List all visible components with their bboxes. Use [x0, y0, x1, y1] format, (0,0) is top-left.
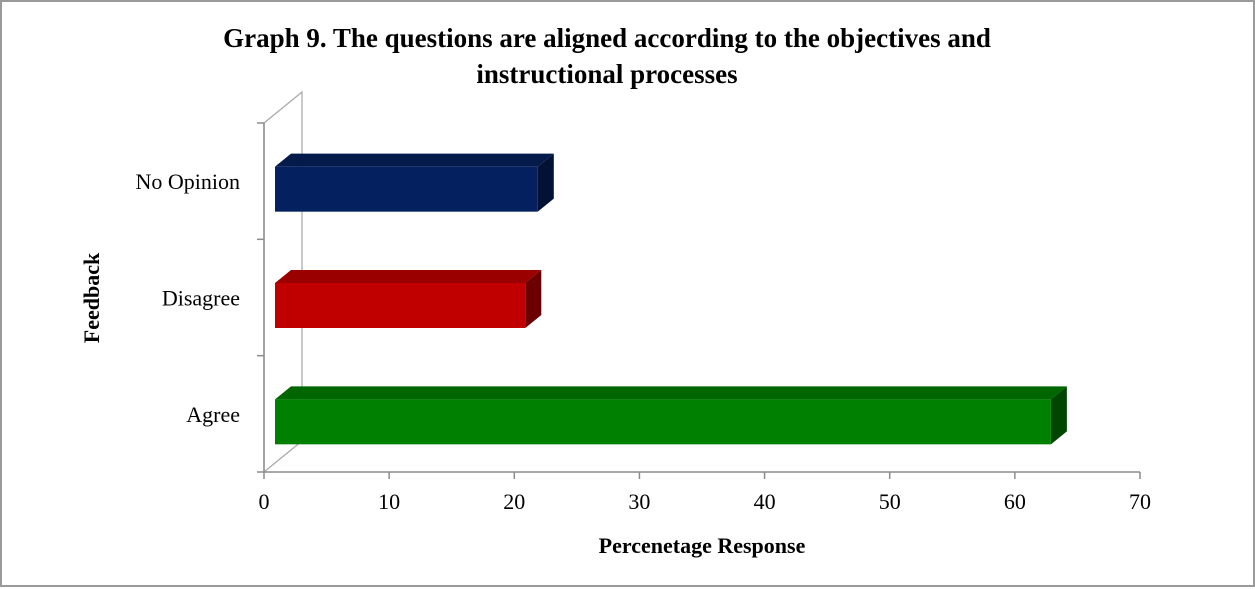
x-tick-label: 30 — [628, 489, 650, 514]
bar-top-face — [275, 153, 554, 167]
bar-no-opinion — [275, 153, 554, 212]
x-tick-label: 50 — [879, 489, 901, 514]
y-tick-label: Agree — [186, 402, 240, 427]
bar-top-face — [275, 386, 1067, 400]
bar-front-face — [275, 166, 538, 212]
x-tick-label: 20 — [503, 489, 525, 514]
bar-front-face — [275, 283, 526, 328]
y-tick-label: Disagree — [162, 286, 240, 311]
bar-agree — [275, 386, 1067, 445]
bar-side-face — [1050, 386, 1067, 445]
bar-side-face — [525, 270, 542, 328]
x-tick-label: 0 — [259, 489, 270, 514]
bars — [275, 153, 1067, 445]
x-tick-label: 60 — [1004, 489, 1026, 514]
chart-title-line-2: instructional processes — [476, 59, 737, 89]
y-tick-label: No Opinion — [136, 169, 241, 194]
bar-front-face — [275, 399, 1051, 445]
y-axis-title: Feedback — [79, 252, 104, 343]
axis-labels: 0 10 20 30 40 50 60 70 No Opinion Disagree Agree — [136, 169, 1152, 514]
x-tick-label: 10 — [378, 489, 400, 514]
x-axis-title: Percenetage Response — [599, 533, 806, 558]
bar-side-face — [537, 153, 554, 212]
bar-top-face — [275, 270, 542, 283]
x-tick-label: 70 — [1129, 489, 1151, 514]
x-tick-label: 40 — [754, 489, 776, 514]
chart-title-line-1: Graph 9. The questions are aligned accor… — [223, 23, 991, 53]
bar-disagree — [275, 270, 542, 328]
